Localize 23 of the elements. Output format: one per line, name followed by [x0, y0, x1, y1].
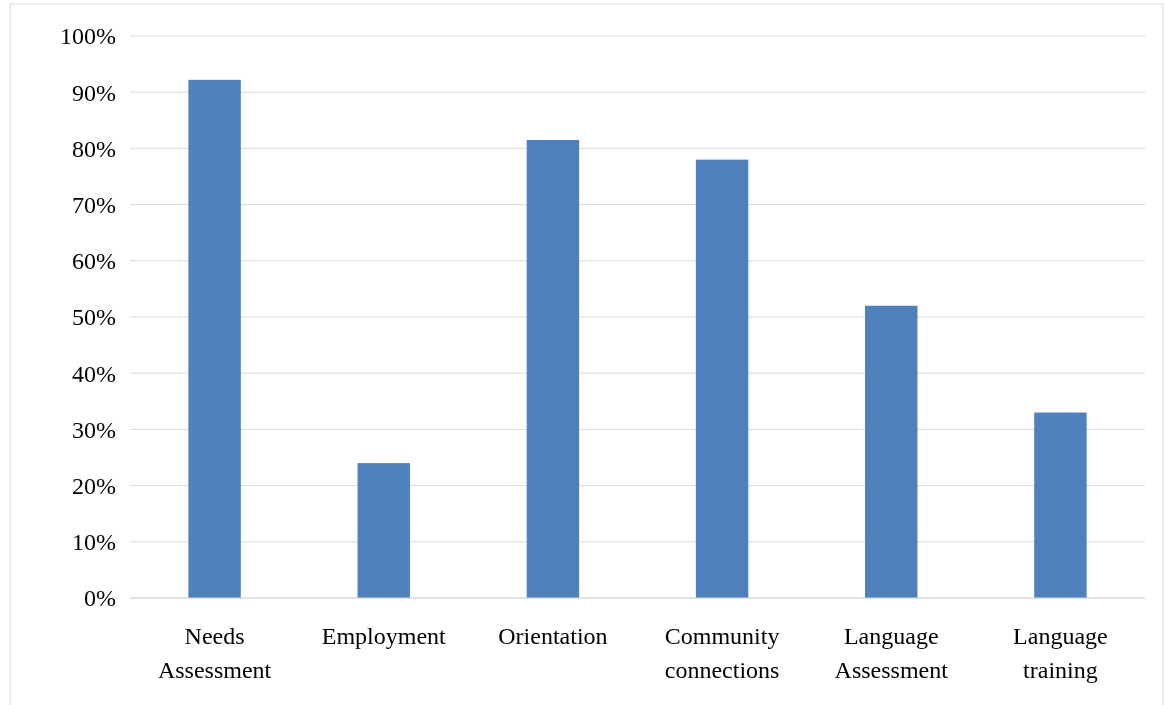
y-tick-label: 80%	[72, 135, 116, 162]
bar	[188, 79, 241, 598]
y-tick-label: 60%	[72, 248, 116, 275]
y-tick-label: 50%	[72, 304, 116, 331]
y-tick-label: 30%	[72, 416, 116, 443]
y-tick-label: 20%	[72, 473, 116, 499]
x-tick-label: Employment	[321, 623, 447, 649]
x-tick-label: Needs Assessment	[157, 623, 272, 683]
y-tick-label: 0%	[84, 585, 116, 612]
y-tick-label: 90%	[72, 79, 116, 106]
bar	[357, 463, 410, 598]
y-tick-label: 70%	[72, 192, 116, 218]
bar	[1034, 412, 1087, 598]
x-tick-label: Community connections	[664, 623, 780, 683]
bar	[695, 159, 749, 598]
bar	[526, 139, 580, 598]
bar	[865, 305, 918, 598]
x-tick-label: Language Assessment	[834, 623, 949, 683]
x-tick-label: Orientation	[498, 623, 608, 649]
x-tick-label: Language training	[1013, 623, 1108, 683]
y-tick-label: 10%	[72, 529, 116, 556]
y-tick-label: 100%	[60, 23, 116, 50]
y-tick-label: 40%	[72, 360, 116, 387]
